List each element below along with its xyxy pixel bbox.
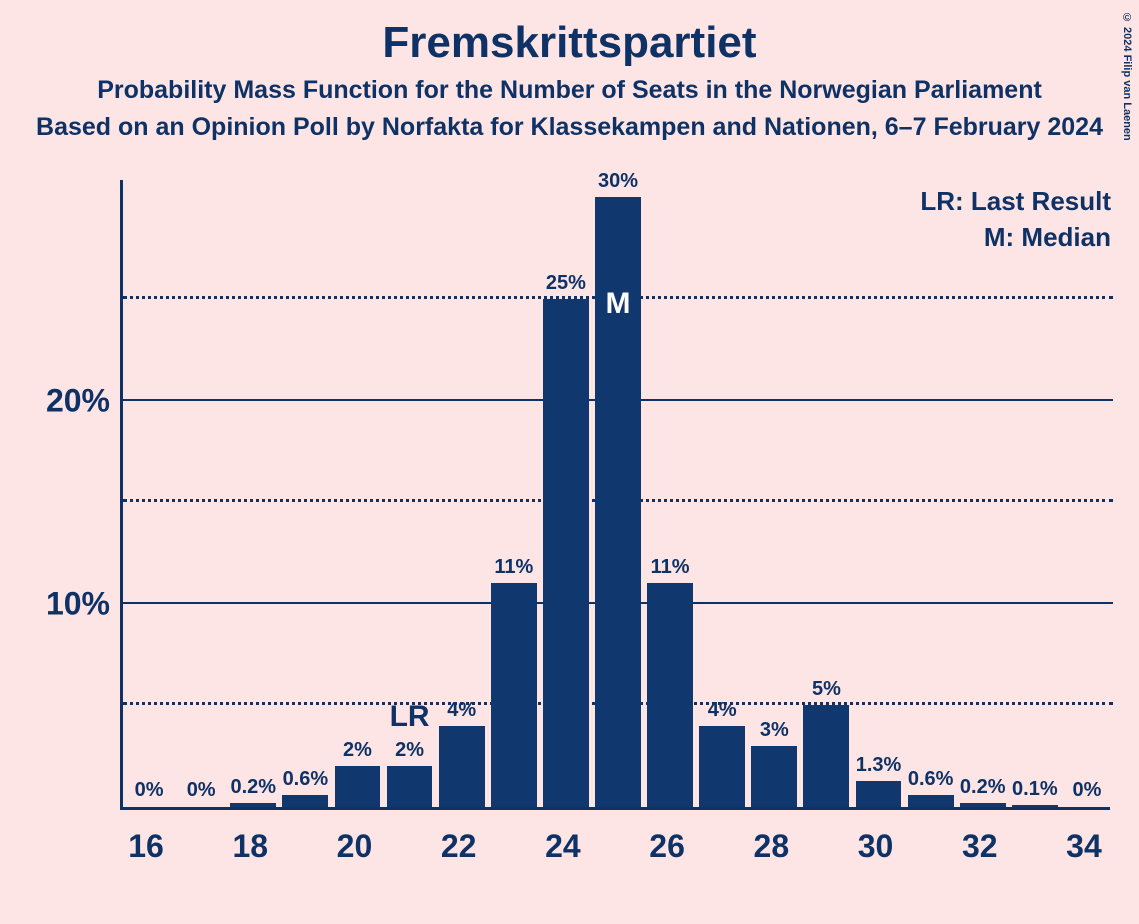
y-tick-label: 20% (46, 382, 110, 419)
x-tick-label: 20 (337, 828, 373, 865)
chart-title: Fremskrittspartiet (0, 0, 1139, 68)
x-tick-label: 16 (128, 828, 164, 865)
bar: 0.6% (908, 795, 954, 807)
median-marker: M (595, 287, 641, 321)
bar: 2% (335, 766, 381, 807)
bar-value-label: 11% (647, 556, 693, 583)
bar: 30%M (595, 197, 641, 807)
x-tick-label: 26 (649, 828, 685, 865)
bar: 0.1% (1012, 805, 1058, 807)
bar-value-label: 25% (543, 272, 589, 299)
bar: 0.2% (960, 803, 1006, 807)
bar: 4% (699, 726, 745, 807)
bar: 2%LR (387, 766, 433, 807)
bar: 0% (178, 806, 224, 807)
bar-value-label: 0.2% (230, 776, 276, 803)
x-axis: 16 18 20 22 24 26 28 30 32 34 (120, 818, 1110, 878)
bar-value-label: 3% (751, 719, 797, 746)
bar: 25% (543, 299, 589, 807)
bar-value-label: 0% (178, 779, 224, 806)
bar: 5% (803, 705, 849, 807)
bar-value-label: 4% (699, 699, 745, 726)
bar: 0% (1064, 806, 1110, 807)
chart-subtitle-2: Based on an Opinion Poll by Norfakta for… (0, 113, 1139, 142)
bar-value-label: 0% (126, 779, 172, 806)
bar-value-label: 0% (1064, 779, 1110, 806)
bar-value-label: 4% (439, 699, 485, 726)
bar: 1.3% (856, 781, 902, 807)
bar: 11% (647, 583, 693, 807)
bar-value-label: 5% (803, 678, 849, 705)
bar: 3% (751, 746, 797, 807)
copyright-text: © 2024 Filip van Laenen (1121, 12, 1133, 141)
chart-subtitle-1: Probability Mass Function for the Number… (0, 76, 1139, 105)
bar-value-label: 0.1% (1012, 778, 1058, 805)
x-tick-label: 22 (441, 828, 477, 865)
x-tick-label: 34 (1066, 828, 1102, 865)
bar-value-label: 2% (335, 739, 381, 766)
bar: 0.2% (230, 803, 276, 807)
y-tick-label: 10% (46, 585, 110, 622)
bar-value-label: 0.2% (960, 776, 1006, 803)
bar-value-label: 0.6% (282, 768, 328, 795)
x-tick-label: 32 (962, 828, 998, 865)
bar: 0.6% (282, 795, 328, 807)
x-tick-label: 18 (232, 828, 268, 865)
bar-value-label: 1.3% (856, 754, 902, 781)
bar-value-label: 11% (491, 556, 537, 583)
bar: 11% (491, 583, 537, 807)
x-tick-label: 30 (858, 828, 894, 865)
bar: 0% (126, 806, 172, 807)
x-tick-label: 24 (545, 828, 581, 865)
x-tick-label: 28 (754, 828, 790, 865)
bar-value-label: 0.6% (908, 768, 954, 795)
bar: 4% (439, 726, 485, 807)
plot-area: 10%20%0%0%0.2%0.6%2%2%LR4%11%25%30%M11%4… (120, 180, 1110, 810)
bar-value-label: 30% (595, 170, 641, 197)
last-result-marker: LR (387, 700, 433, 766)
bar-chart: 10%20%0%0%0.2%0.6%2%2%LR4%11%25%30%M11%4… (120, 180, 1110, 810)
